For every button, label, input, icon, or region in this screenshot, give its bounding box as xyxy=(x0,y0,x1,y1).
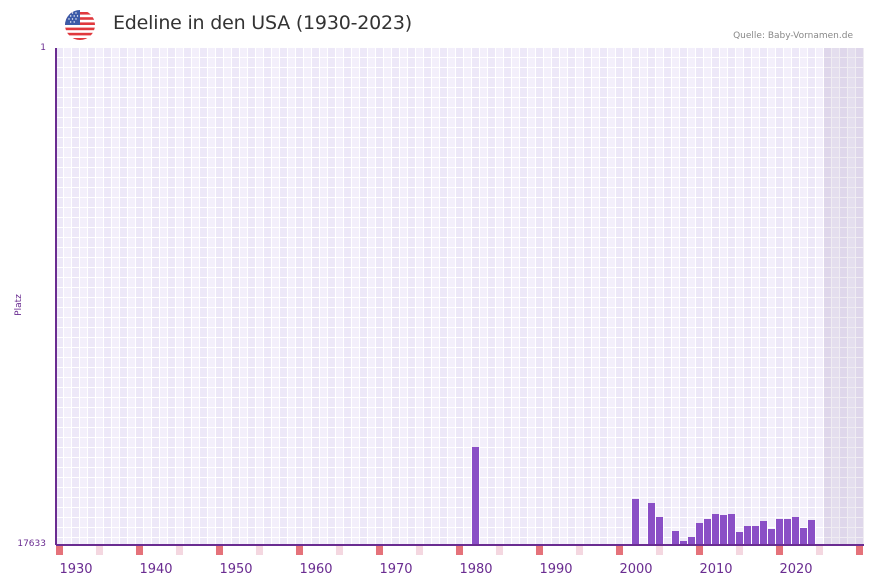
plot-area xyxy=(56,48,864,544)
x-tick-2010: 2010 xyxy=(699,562,733,577)
x-tick-1930: 1930 xyxy=(59,562,93,577)
year-marker-1998 xyxy=(616,546,623,555)
bar-2011 xyxy=(720,514,727,544)
x-tick-2000: 2000 xyxy=(619,562,653,577)
future-shaded-region xyxy=(824,48,864,544)
bar-2002 xyxy=(648,502,655,544)
year-marker-1953 xyxy=(256,546,263,555)
year-marker-2003 xyxy=(656,546,663,555)
bar-2021 xyxy=(800,527,807,544)
y-axis-line xyxy=(55,48,57,545)
year-marker-1968 xyxy=(376,546,383,555)
y-tick-bottom: 17633 xyxy=(17,539,46,549)
bar-2022 xyxy=(808,520,815,544)
bar-2020 xyxy=(792,516,799,544)
bar-2017 xyxy=(768,529,775,544)
bar-2007 xyxy=(688,536,695,544)
year-marker-1963 xyxy=(336,546,343,555)
year-marker-1948 xyxy=(216,546,223,555)
bar-2009 xyxy=(704,518,711,544)
bar-2003 xyxy=(656,516,663,544)
year-marker-2013 xyxy=(736,546,743,555)
bar-2008 xyxy=(696,522,703,544)
year-marker-1943 xyxy=(176,546,183,555)
year-marker-2018 xyxy=(776,546,783,555)
x-tick-1950: 1950 xyxy=(219,562,253,577)
bar-2013 xyxy=(736,531,743,544)
x-axis-line xyxy=(56,544,864,546)
year-marker-1938 xyxy=(136,546,143,555)
bar-2000 xyxy=(632,498,639,544)
bar-2018 xyxy=(776,518,783,544)
x-tick-1980: 1980 xyxy=(459,562,493,577)
year-marker-1993 xyxy=(576,546,583,555)
us-flag-icon xyxy=(65,10,95,40)
grid xyxy=(56,48,863,544)
y-axis-title: Platz xyxy=(14,294,24,316)
year-marker-1958 xyxy=(296,546,303,555)
bar-2006 xyxy=(680,540,687,544)
bar-2019 xyxy=(784,518,791,544)
year-marker-2008 xyxy=(696,546,703,555)
x-tick-1960: 1960 xyxy=(299,562,333,577)
y-tick-top: 1 xyxy=(40,43,46,53)
x-tick-2020: 2020 xyxy=(779,562,813,577)
year-marker-1933 xyxy=(96,546,103,555)
bar-1980 xyxy=(472,447,479,544)
year-marker-1928 xyxy=(56,546,63,555)
year-marker-1973 xyxy=(416,546,423,555)
source-label: Quelle: Baby-Vornamen.de xyxy=(733,31,853,41)
x-tick-1970: 1970 xyxy=(379,562,413,577)
year-marker-1978 xyxy=(456,546,463,555)
x-tick-1990: 1990 xyxy=(539,562,573,577)
bar-2012 xyxy=(728,513,735,544)
bar-2014 xyxy=(744,525,751,544)
year-marker-1983 xyxy=(496,546,503,555)
bar-2015 xyxy=(752,525,759,544)
year-marker-1988 xyxy=(536,546,543,555)
year-marker-2023 xyxy=(816,546,823,555)
chart-title: Edeline in den USA (1930-2023) xyxy=(113,12,413,34)
bar-2016 xyxy=(760,520,767,544)
bar-2005 xyxy=(672,531,679,544)
bar-2010 xyxy=(712,513,719,544)
year-marker-2028 xyxy=(856,546,863,555)
x-tick-1940: 1940 xyxy=(139,562,173,577)
